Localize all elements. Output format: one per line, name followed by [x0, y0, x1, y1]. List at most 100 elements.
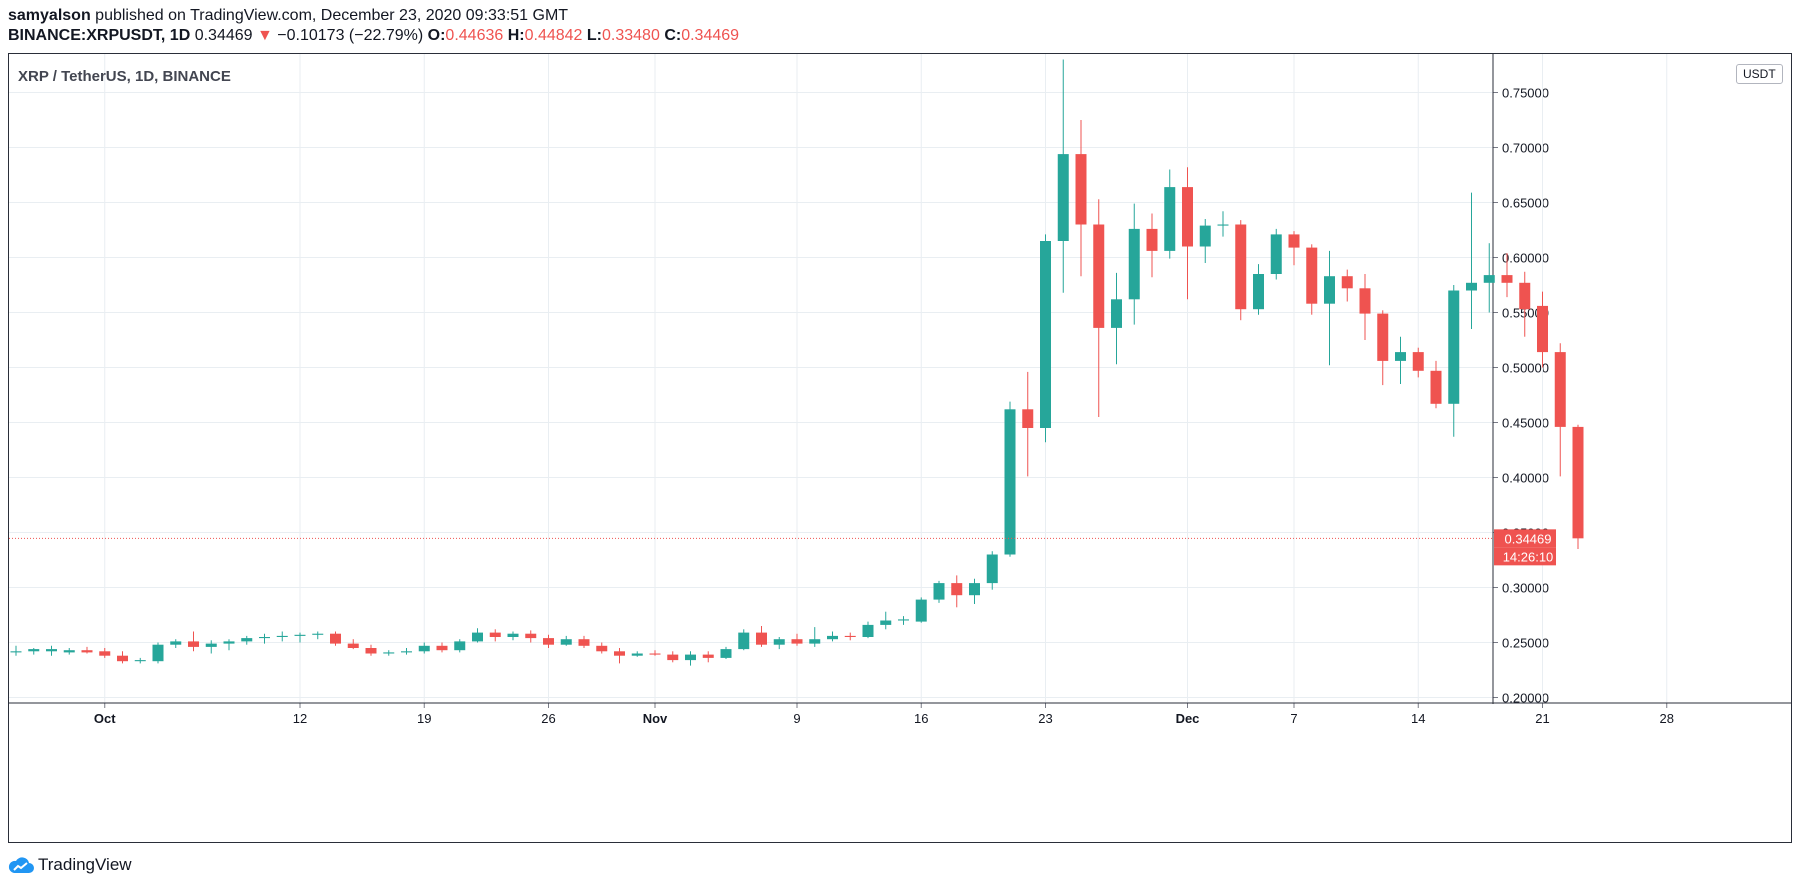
low-label: L:	[586, 27, 603, 44]
candle-up	[1395, 352, 1406, 361]
y-tick-label: 0.25000	[1502, 636, 1549, 651]
candle-up	[472, 632, 483, 642]
candle-up	[1164, 187, 1176, 251]
y-tick-label: 0.40000	[1502, 471, 1549, 486]
candle-up	[915, 599, 927, 622]
symbol-label: BINANCE:XRPUSDT, 1D	[8, 27, 191, 44]
candle-down	[1572, 426, 1584, 539]
candle-up	[933, 583, 945, 600]
candle-up	[827, 635, 838, 640]
candle-up	[259, 637, 270, 639]
candle-down	[347, 643, 359, 648]
candle-up	[1128, 228, 1140, 300]
candle-down	[1093, 224, 1105, 328]
candle-down	[1146, 228, 1158, 251]
y-tick-label: 0.45000	[1502, 416, 1549, 431]
candle-up	[809, 639, 821, 644]
author-name[interactable]: samyalson	[8, 7, 91, 24]
candle-down	[649, 653, 661, 655]
candle-down	[188, 641, 199, 647]
candle-up	[63, 650, 75, 653]
last-price-label: 0.34469	[1505, 531, 1552, 546]
y-tick-label: 0.50000	[1502, 361, 1549, 376]
candle-up	[401, 651, 412, 653]
y-tick-label: 0.60000	[1502, 251, 1549, 266]
high-label: H:	[507, 27, 525, 44]
candle-up	[1448, 290, 1460, 404]
last-price-tag	[1494, 529, 1556, 548]
candle-up	[631, 653, 643, 656]
x-tick-label: 9	[793, 711, 800, 726]
candle-up	[46, 649, 57, 652]
candle-down	[1075, 154, 1087, 225]
candle-up	[10, 651, 22, 653]
candle-down	[844, 635, 856, 637]
y-tick-label: 0.75000	[1502, 86, 1549, 101]
candle-down	[1412, 352, 1424, 371]
countdown-tag	[1494, 547, 1556, 566]
y-tick-label: 0.20000	[1502, 691, 1549, 706]
candle-down	[1306, 247, 1318, 304]
x-tick-label: 7	[1290, 711, 1297, 726]
x-tick-label: Dec	[1176, 711, 1200, 726]
candle-up	[241, 638, 253, 642]
y-tick-label: 0.70000	[1502, 141, 1549, 156]
candle-up	[1483, 275, 1495, 283]
candle-up	[1324, 276, 1335, 304]
currency-button[interactable]: USDT	[1736, 64, 1783, 84]
down-arrow-icon: ▼	[257, 27, 273, 44]
y-tick-label: 0.30000	[1502, 581, 1549, 596]
candle-up	[1466, 282, 1477, 291]
candle-up	[507, 633, 519, 637]
candle-up	[1111, 299, 1122, 328]
x-tick-label: Oct	[94, 711, 116, 726]
candle-up	[294, 634, 306, 636]
candle-down	[614, 651, 625, 656]
candle-down	[1430, 370, 1442, 404]
candle-up	[1040, 241, 1051, 428]
candle-up	[205, 643, 217, 647]
candle-down	[1519, 282, 1531, 310]
candle-down	[1537, 305, 1548, 353]
candle-up	[1057, 154, 1069, 241]
candle-down	[489, 632, 501, 637]
candle-down	[81, 650, 93, 653]
logo-text: TradingView	[38, 855, 132, 874]
x-tick-label: 19	[417, 711, 431, 726]
pane-title: XRP / TetherUS, 1D, BINANCE	[18, 68, 231, 85]
candle-down	[1554, 352, 1566, 427]
candle-down	[330, 633, 341, 644]
chart-header: samyalson published on TradingView.com, …	[8, 6, 739, 46]
candle-up	[1270, 234, 1282, 274]
candle-up	[1004, 409, 1016, 555]
candle-down	[1288, 234, 1300, 248]
candle-down	[1341, 276, 1353, 289]
candle-down	[578, 639, 590, 646]
candle-up	[454, 641, 466, 651]
published-text: published on TradingView.com, December 2…	[95, 7, 569, 24]
open-label: O:	[427, 27, 446, 44]
close-value: 0.34469	[681, 27, 740, 44]
tradingview-logo[interactable]: TradingView	[8, 855, 132, 875]
x-tick-label: 21	[1535, 711, 1549, 726]
candle-down	[117, 655, 128, 662]
candle-down	[1377, 313, 1389, 361]
candle-down	[365, 648, 377, 654]
candle-up	[1217, 224, 1229, 226]
x-tick-label: Nov	[643, 711, 668, 726]
candle-up	[880, 620, 892, 625]
x-tick-label: 28	[1660, 711, 1674, 726]
candle-up	[1199, 225, 1211, 247]
candle-down	[1182, 187, 1193, 247]
candle-up	[862, 624, 874, 637]
low-value: 0.33480	[602, 27, 660, 44]
candle-up	[418, 645, 430, 652]
high-value: 0.44842	[524, 27, 583, 44]
candle-up	[969, 583, 980, 596]
candle-down	[702, 654, 714, 658]
countdown-label: 14:26:10	[1503, 549, 1554, 564]
y-tick-label: 0.65000	[1502, 196, 1549, 211]
candle-down	[756, 632, 767, 645]
candle-up	[773, 639, 785, 645]
